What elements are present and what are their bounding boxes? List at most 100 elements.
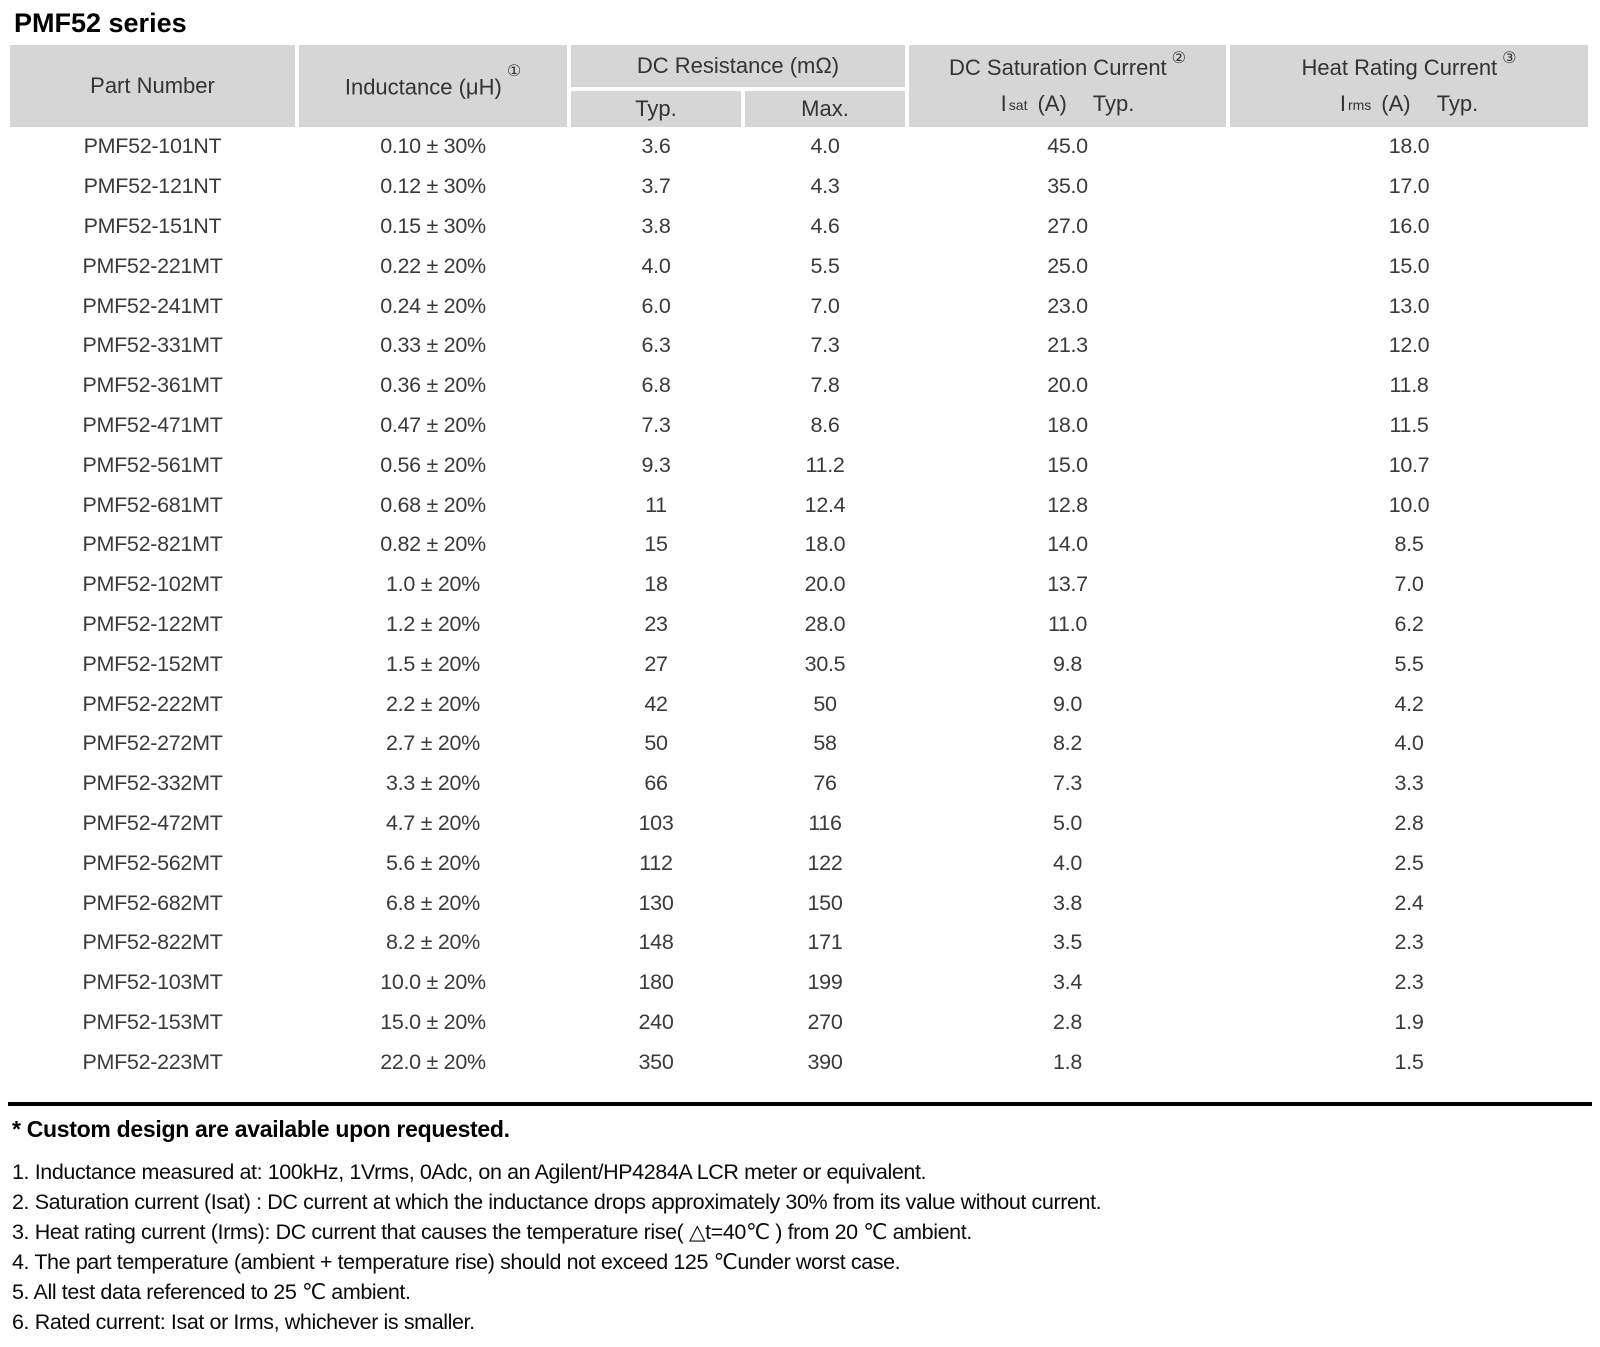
cell-part: PMF52-331MT <box>10 325 295 366</box>
cell-dcr_typ: 9.3 <box>571 445 741 486</box>
cell-irms: 2.5 <box>1230 843 1589 884</box>
cell-irms: 16.0 <box>1230 206 1589 247</box>
table-row: PMF52-122MT 1.2 ± 20% 23 28.0 11.0 6.2 <box>10 604 1589 645</box>
cell-inductance: 4.7 ± 20% <box>299 803 567 844</box>
cell-isat: 3.5 <box>909 922 1227 963</box>
cell-part: PMF52-681MT <box>10 485 295 525</box>
cell-isat: 45.0 <box>909 127 1227 167</box>
part-number-label: Part Number <box>90 73 215 98</box>
table-row: PMF52-472MT 4.7 ± 20% 103 116 5.0 2.8 <box>10 803 1589 844</box>
table-body: PMF52-101NT 0.10 ± 30% 3.6 4.0 45.0 18.0 PMF52… <box>10 127 1589 1083</box>
cell-dcr_typ: 11 <box>571 485 741 525</box>
cell-inductance: 5.6 ± 20% <box>299 843 567 884</box>
cell-inductance: 2.7 ± 20% <box>299 723 567 764</box>
cell-dcr_typ: 4.0 <box>571 246 741 287</box>
cell-isat: 23.0 <box>909 286 1227 326</box>
cell-dcr_typ: 6.3 <box>571 325 741 366</box>
cell-part: PMF52-822MT <box>10 922 295 963</box>
cell-dcr_typ: 6.8 <box>571 365 741 406</box>
cell-part: PMF52-151NT <box>10 206 295 247</box>
note-line: 1. Inductance measured at: 100kHz, 1Vrms… <box>12 1160 927 1185</box>
col-header-dcr-max: Max. <box>745 91 906 127</box>
cell-dcr_max: 5.5 <box>745 246 906 287</box>
cell-dcr_typ: 3.6 <box>571 127 741 167</box>
cell-dcr_max: 199 <box>745 962 906 1003</box>
cell-dcr_max: 7.0 <box>745 286 906 326</box>
cell-dcr_max: 270 <box>745 1002 906 1043</box>
table-row: PMF52-151NT 0.15 ± 30% 3.8 4.6 27.0 16.0 <box>10 206 1589 247</box>
cell-isat: 14.0 <box>909 524 1227 565</box>
note-line: 5. All test data referenced to 25 ℃ ambi… <box>12 1280 411 1305</box>
col-header-dc-resistance: DC Resistance (mΩ) <box>571 45 906 91</box>
cell-part: PMF52-562MT <box>10 843 295 884</box>
cell-irms: 3.3 <box>1230 763 1589 804</box>
table-row: PMF52-562MT 5.6 ± 20% 112 122 4.0 2.5 <box>10 843 1589 884</box>
table-row: PMF52-152MT 1.5 ± 20% 27 30.5 9.8 5.5 <box>10 644 1589 685</box>
cell-irms: 8.5 <box>1230 524 1589 565</box>
cell-dcr_typ: 18 <box>571 564 741 605</box>
cell-part: PMF52-121NT <box>10 166 295 207</box>
cell-irms: 10.7 <box>1230 445 1589 486</box>
cell-inductance: 3.3 ± 20% <box>299 763 567 804</box>
footnote-ref-2: ② <box>1171 50 1187 67</box>
cell-isat: 12.8 <box>909 485 1227 525</box>
cell-part: PMF52-221MT <box>10 246 295 287</box>
cell-part: PMF52-472MT <box>10 803 295 844</box>
cell-irms: 2.4 <box>1230 883 1589 923</box>
cell-part: PMF52-222MT <box>10 684 295 724</box>
cell-dcr_max: 11.2 <box>745 445 906 486</box>
cell-inductance: 2.2 ± 20% <box>299 684 567 724</box>
cell-inductance: 0.47 ± 20% <box>299 405 567 446</box>
cell-inductance: 15.0 ± 20% <box>299 1002 567 1043</box>
cell-part: PMF52-361MT <box>10 365 295 406</box>
cell-irms: 2.3 <box>1230 962 1589 1003</box>
cell-part: PMF52-101NT <box>10 127 295 167</box>
cell-irms: 1.9 <box>1230 1002 1589 1043</box>
cell-isat: 27.0 <box>909 206 1227 247</box>
cell-part: PMF52-682MT <box>10 883 295 923</box>
cell-dcr_max: 28.0 <box>745 604 906 645</box>
cell-dcr_max: 150 <box>745 883 906 923</box>
cell-part: PMF52-561MT <box>10 445 295 486</box>
cell-isat: 18.0 <box>909 405 1227 446</box>
cell-inductance: 0.36 ± 20% <box>299 365 567 406</box>
table-row: PMF52-222MT 2.2 ± 20% 42 50 9.0 4.2 <box>10 684 1589 724</box>
cell-inductance: 0.68 ± 20% <box>299 485 567 525</box>
cell-irms: 2.8 <box>1230 803 1589 844</box>
dc-resistance-label: DC Resistance (mΩ) <box>636 53 840 78</box>
cell-irms: 17.0 <box>1230 166 1589 207</box>
cell-irms: 10.0 <box>1230 485 1589 525</box>
cell-dcr_max: 12.4 <box>745 485 906 525</box>
cell-isat: 4.0 <box>909 843 1227 884</box>
inductance-label: Inductance (μH) <box>344 74 502 100</box>
note-line: 6. Rated current: Isat or Irms, whicheve… <box>12 1310 475 1335</box>
cell-irms: 13.0 <box>1230 286 1589 326</box>
footnote-ref-1: ① <box>506 63 522 81</box>
cell-dcr_max: 76 <box>745 763 906 804</box>
cell-isat: 8.2 <box>909 723 1227 764</box>
table-row: PMF52-103MT 10.0 ± 20% 180 199 3.4 2.3 <box>10 962 1589 1003</box>
cell-irms: 11.5 <box>1230 405 1589 446</box>
table-row: PMF52-361MT 0.36 ± 20% 6.8 7.8 20.0 11.8 <box>10 365 1589 406</box>
table-header: Part Number Inductance (μH)① DC Resistan… <box>10 45 1589 127</box>
notes-list: 1. Inductance measured at: 100kHz, 1Vrms… <box>12 1157 1600 1337</box>
cell-isat: 11.0 <box>909 604 1227 645</box>
cell-inductance: 0.22 ± 20% <box>299 246 567 287</box>
cell-dcr_max: 50 <box>745 684 906 724</box>
cell-dcr_typ: 240 <box>571 1002 741 1043</box>
saturation-title: DC Saturation Current <box>949 55 1167 80</box>
table-bottom-rule <box>8 1102 1592 1107</box>
cell-isat: 15.0 <box>909 445 1227 486</box>
cell-part: PMF52-153MT <box>10 1002 295 1043</box>
cell-part: PMF52-103MT <box>10 962 295 1003</box>
col-header-part-number: Part Number <box>10 45 295 127</box>
dcr-typ-label: Typ. <box>635 96 677 121</box>
cell-dcr_typ: 66 <box>571 763 741 804</box>
cell-irms: 11.8 <box>1230 365 1589 406</box>
isat-symbol: I <box>1000 91 1007 116</box>
cell-part: PMF52-241MT <box>10 286 295 326</box>
table-row: PMF52-561MT 0.56 ± 20% 9.3 11.2 15.0 10.7 <box>10 445 1589 486</box>
cell-dcr_typ: 7.3 <box>571 405 741 446</box>
irms-symbol: I <box>1339 91 1346 116</box>
